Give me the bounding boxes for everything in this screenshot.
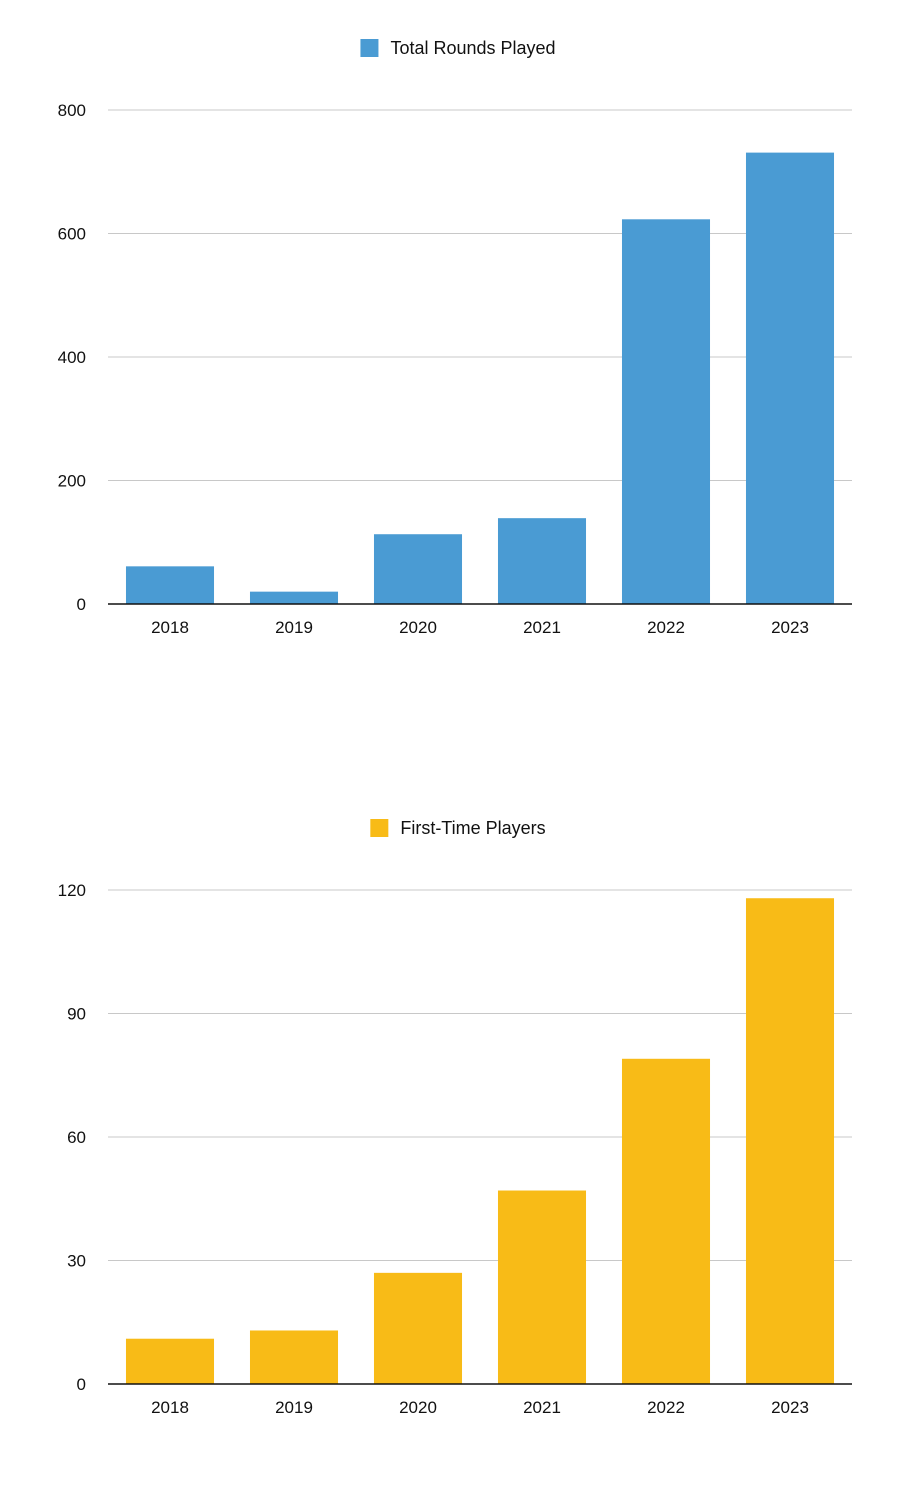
x-tick-label: 2023 — [771, 1398, 809, 1417]
x-tick-label: 2019 — [275, 618, 313, 637]
y-tick-label: 600 — [58, 225, 86, 244]
bar-2021 — [497, 1190, 587, 1384]
chart-total-rounds-svg: Total Rounds Played 0 200 400 600 800 2018 2019… — [58, 38, 852, 637]
x-tick-label: 2022 — [647, 1398, 685, 1417]
bar-2023 — [745, 152, 835, 605]
chart-first-time-players: First-Time Players 0 30 60 90 120 2018 2019 2020… — [0, 780, 916, 1480]
y-tick-label: 400 — [58, 348, 86, 367]
legend: Total Rounds Played — [360, 38, 556, 58]
chart-first-time-players-svg: First-Time Players 0 30 60 90 120 2018 2019 2020… — [58, 818, 852, 1417]
y-tick-label: 90 — [67, 1005, 86, 1024]
x-tick-label: 2018 — [151, 618, 189, 637]
y-tick-label: 120 — [58, 881, 86, 900]
legend-swatch — [370, 819, 389, 837]
x-tick-label: 2020 — [399, 1398, 437, 1417]
x-tick-label: 2022 — [647, 618, 685, 637]
y-tick-label: 0 — [77, 595, 86, 614]
bar-2019 — [249, 1330, 339, 1384]
legend-label: Total Rounds Played — [390, 38, 555, 58]
bar-2018 — [125, 1338, 215, 1384]
y-tick-label: 800 — [58, 101, 86, 120]
bar-2020 — [373, 534, 463, 604]
y-tick-label: 30 — [67, 1252, 86, 1271]
bar-2022 — [621, 1058, 711, 1384]
x-tick-label: 2019 — [275, 1398, 313, 1417]
bar-2022 — [621, 219, 711, 605]
x-tick-label: 2021 — [523, 618, 561, 637]
bar-2021 — [497, 518, 587, 604]
legend: First-Time Players — [370, 818, 546, 838]
bar-2020 — [373, 1272, 463, 1384]
legend-swatch — [360, 39, 379, 57]
y-tick-label: 60 — [67, 1128, 86, 1147]
bar-2019 — [249, 591, 339, 604]
legend-label: First-Time Players — [400, 818, 545, 838]
chart-total-rounds: Total Rounds Played 0 200 400 600 800 2018 2019… — [0, 0, 916, 700]
x-tick-label: 2023 — [771, 618, 809, 637]
x-tick-label: 2020 — [399, 618, 437, 637]
x-tick-label: 2021 — [523, 1398, 561, 1417]
y-tick-label: 200 — [58, 472, 86, 491]
bar-2023 — [745, 898, 835, 1384]
bar-2018 — [125, 566, 215, 604]
y-tick-label: 0 — [77, 1375, 86, 1394]
x-tick-label: 2018 — [151, 1398, 189, 1417]
